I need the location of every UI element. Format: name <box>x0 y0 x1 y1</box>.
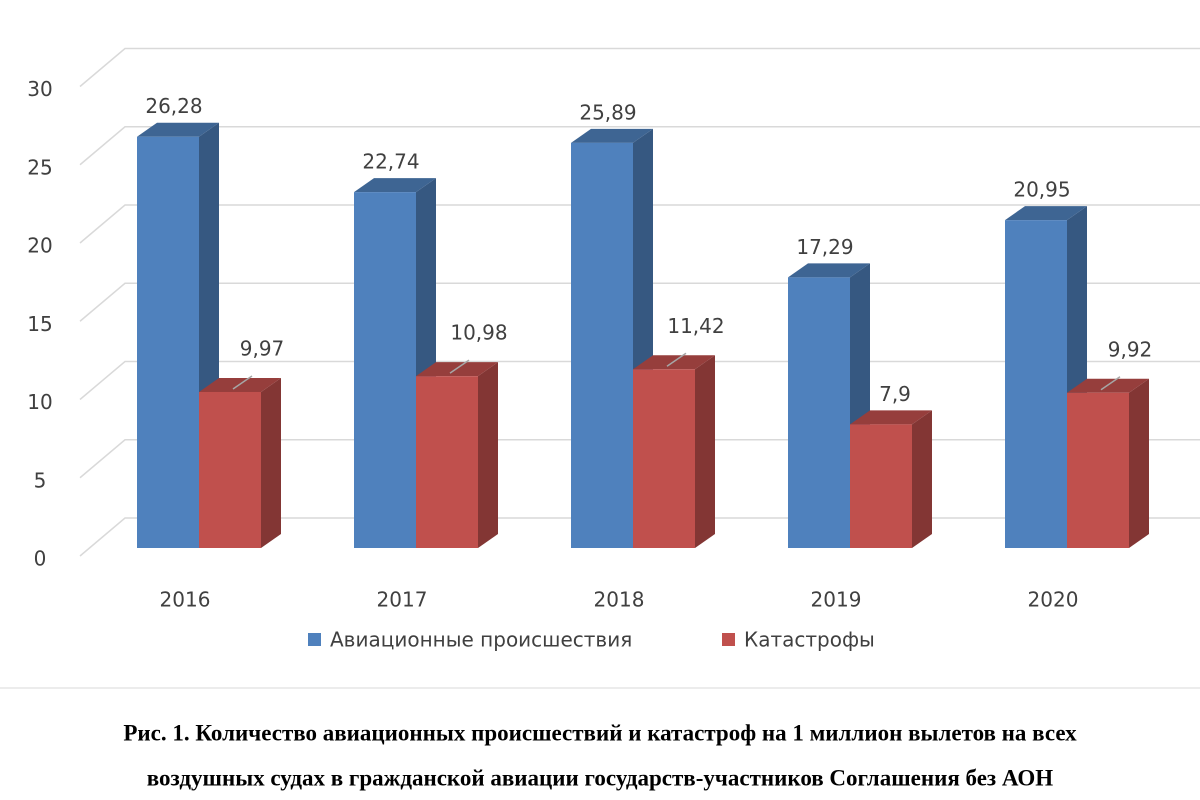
y-tick-label: 30 <box>27 77 52 101</box>
caption: Рис. 1. Количество авиационных происшест… <box>123 720 1077 745</box>
caption: воздушных судах в гражданской авиации го… <box>147 765 1053 790</box>
bar-side <box>695 355 715 548</box>
y-tick-label: 10 <box>27 390 52 414</box>
y-tick-label: 20 <box>27 234 52 258</box>
data-label: 20,95 <box>1013 178 1070 202</box>
data-label: 10,98 <box>450 321 507 345</box>
bar-side <box>261 377 281 548</box>
bar-top <box>1005 206 1087 221</box>
leader-line <box>449 359 470 374</box>
y-tick-label: 5 <box>34 468 47 492</box>
legend-swatch <box>722 633 735 646</box>
bar-top <box>137 122 219 137</box>
x-tick-label: 2018 <box>594 588 645 612</box>
data-label: 7,9 <box>879 382 911 406</box>
bar-side <box>1129 378 1149 548</box>
y-tick-label: 25 <box>27 155 52 179</box>
bar <box>199 391 261 548</box>
data-label: 25,89 <box>579 100 636 124</box>
bar-top <box>571 128 653 143</box>
grid-line <box>79 126 1200 166</box>
x-tick-label: 2016 <box>160 588 211 612</box>
leader-line <box>232 375 253 390</box>
data-label: 11,42 <box>667 314 724 338</box>
data-label: 17,29 <box>796 235 853 259</box>
bar-side <box>912 410 932 548</box>
leader-line <box>1100 376 1121 391</box>
legend-swatch <box>308 633 321 646</box>
x-tick-label: 2017 <box>377 588 428 612</box>
data-label: 9,92 <box>1108 337 1153 361</box>
bar <box>1005 220 1067 548</box>
bar <box>1067 392 1129 548</box>
bar <box>633 369 695 548</box>
data-label: 26,28 <box>145 94 202 118</box>
bar <box>788 277 850 548</box>
legend-label: Катастрофы <box>744 628 875 652</box>
y-tick-label: 0 <box>34 547 47 571</box>
x-tick-label: 2019 <box>811 588 862 612</box>
bar-side <box>478 362 498 548</box>
legend-label: Авиационные происшествия <box>330 628 632 652</box>
bar <box>416 376 478 548</box>
bar-top <box>354 178 436 193</box>
y-tick-label: 15 <box>27 312 52 336</box>
bar <box>571 142 633 548</box>
grid-line <box>79 204 1200 244</box>
data-label: 9,97 <box>240 336 285 360</box>
bar <box>850 424 912 548</box>
bar <box>354 192 416 548</box>
grid-line <box>79 47 1200 88</box>
bar-top <box>788 263 870 278</box>
bar-top <box>850 410 932 425</box>
data-label: 22,74 <box>362 150 419 174</box>
leader-line <box>666 352 687 367</box>
x-tick-label: 2020 <box>1028 588 1079 612</box>
bar <box>137 136 199 548</box>
